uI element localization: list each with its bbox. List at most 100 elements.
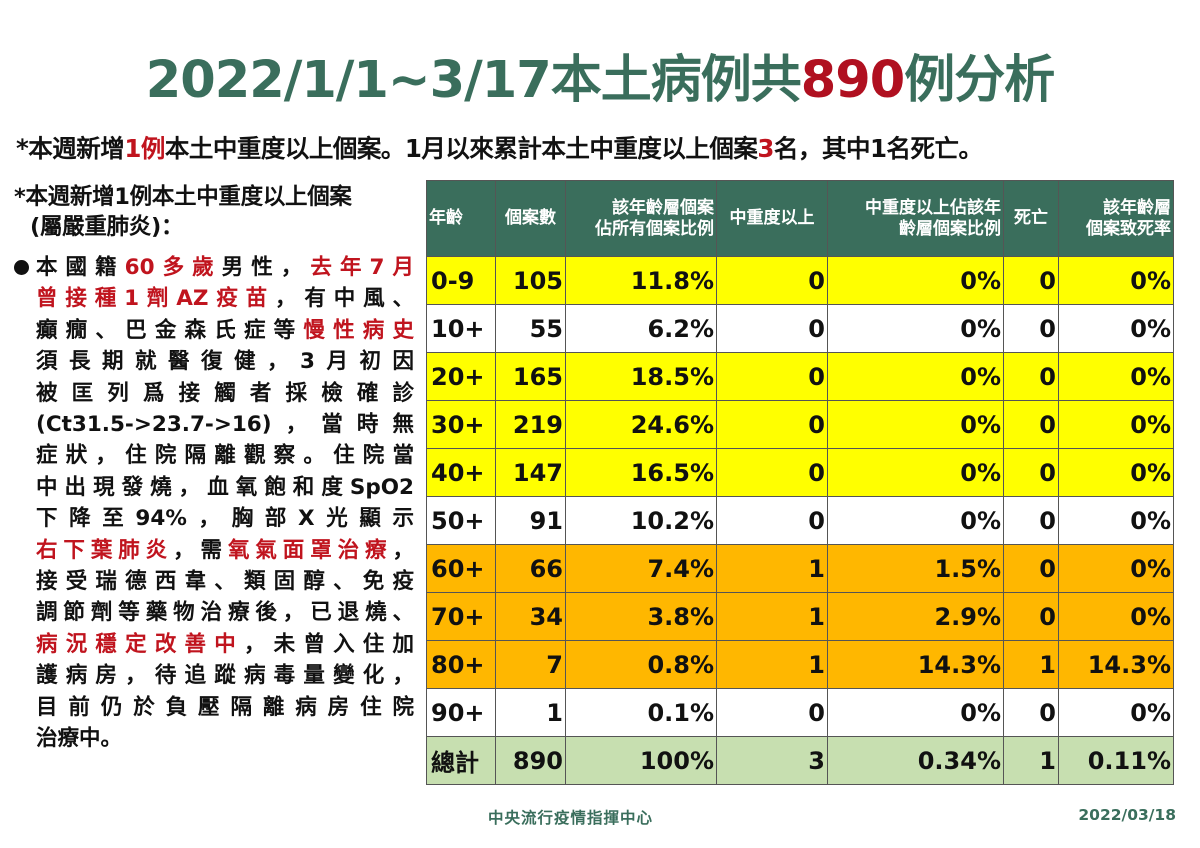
case-note-text-segment: 目前仍於負壓隔離病房住院: [36, 694, 414, 720]
column-header-line: 中重度以上: [729, 208, 815, 228]
cell-cases: 105: [495, 256, 566, 305]
case-note-bullet: 本國籍60多歲男性，去年7月 曾接種1劑AZ疫苗，有中風、 癲癇、巴金森氏症等慢性病…: [14, 252, 414, 755]
case-note-text-segment: 護病房，待追蹤病毒量變化，: [36, 663, 414, 689]
column-header: 個案數: [495, 180, 566, 257]
cell-share: 6.2%: [565, 304, 717, 353]
case-note-line: (Ct31.5->23.7->16)，當時無: [36, 409, 414, 440]
weekly-summary: *本週新增1例本土中重度以上個案。1月以來累計本土中重度以上個案3名，其中1名死…: [16, 130, 1188, 166]
cell-cases: 55: [495, 304, 566, 353]
cell-deaths: 1: [1003, 736, 1059, 785]
cell-cases: 66: [495, 544, 566, 593]
cell-severe-pct: 0%: [827, 256, 1004, 305]
case-note-text-segment: ，未曾入住加: [243, 631, 414, 657]
column-header-line: 該年齡層: [1103, 197, 1171, 218]
case-note-line: 調節劑等藥物治療後，已退燒、: [36, 597, 414, 628]
cell-severe: 3: [716, 736, 828, 785]
table-row: 20+ 165 18.5% 0 0% 0 0%: [426, 352, 1174, 401]
case-note-highlight: 右下葉肺炎: [36, 537, 174, 563]
cell-cfr: 14.3%: [1058, 640, 1174, 689]
cell-severe: 1: [716, 592, 828, 641]
case-note-text-segment: 被匡列爲接觸者採檢確診: [36, 380, 414, 406]
case-note-text-segment: 男性，: [221, 255, 311, 280]
case-note-text-segment: 癲癇、巴金森氏症等: [36, 317, 304, 343]
cell-severe-pct: 1.5%: [827, 544, 1004, 593]
column-header-line: 該年齡層個案: [612, 197, 714, 218]
cell-severe-pct: 14.3%: [827, 640, 1004, 689]
summary-part: *本週新增: [16, 134, 125, 163]
cell-cases: 165: [495, 352, 566, 401]
cell-severe: 0: [716, 400, 828, 449]
cell-share: 10.2%: [565, 496, 717, 545]
cell-severe: 0: [716, 448, 828, 497]
page-title: 2022/1/1~3/17本土病例共890例分析: [0, 38, 1200, 118]
cell-cfr: 0.11%: [1058, 736, 1174, 785]
cell-cfr: 0%: [1058, 304, 1174, 353]
cell-severe-pct: 0%: [827, 352, 1004, 401]
case-note-highlight: 氧氣面罩治療: [227, 537, 393, 563]
case-note-highlight: 60多歲: [124, 255, 222, 280]
column-header: 該年齡層個案 佔所有個案比例: [565, 180, 717, 257]
age-group-table: 年齡 個案數 該年齡層個案 佔所有個案比例 中重度以上 中重度以上佔該年 齡層個案比例 死亡該…: [426, 180, 1174, 785]
cell-deaths: 0: [1003, 592, 1059, 641]
column-header-line: 中重度以上佔該年: [865, 197, 1001, 218]
cell-deaths: 0: [1003, 448, 1059, 497]
summary-highlight: 3: [757, 134, 774, 163]
cell-cfr: 0%: [1058, 688, 1174, 737]
column-header-line: 年齡: [429, 208, 463, 228]
cell-age: 40+: [426, 448, 496, 497]
table-row: 90+ 1 0.1% 0 0% 0 0%: [426, 688, 1174, 737]
case-note-text-segment: 治療中。: [36, 726, 123, 752]
column-header-line: 佔所有個案比例: [595, 218, 714, 239]
cell-deaths: 0: [1003, 400, 1059, 449]
table-header-row: 年齡 個案數 該年齡層個案 佔所有個案比例 中重度以上 中重度以上佔該年 齡層個案比例 死亡該…: [426, 180, 1174, 257]
cell-severe: 1: [716, 640, 828, 689]
footer-organization: 中央流行疫情指揮中心: [488, 809, 654, 827]
table-total-row: 總計 890 100% 3 0.34% 1 0.11%: [426, 736, 1174, 785]
cell-severe: 1: [716, 544, 828, 593]
column-header-line: 個案致死率: [1086, 218, 1171, 239]
cell-severe-pct: 0%: [827, 688, 1004, 737]
case-note-text-segment: ，有中風、: [275, 286, 414, 312]
case-note-text-segment: 接受瑞德西韋、類固醇、免疫: [36, 569, 414, 595]
column-header-line: 個案數: [505, 208, 556, 228]
cell-severe-pct: 0.34%: [827, 736, 1004, 785]
cell-deaths: 0: [1003, 496, 1059, 545]
cell-share: 100%: [565, 736, 717, 785]
footer-date: 2022/03/18: [1078, 806, 1176, 824]
cell-share: 7.4%: [565, 544, 717, 593]
cell-age: 30+: [426, 400, 496, 449]
case-note-text-segment: 下降至94%，胸部X光顯示: [36, 506, 414, 532]
cell-cfr: 0%: [1058, 592, 1174, 641]
case-note-highlight: 病況穩定改善中: [36, 631, 244, 657]
cell-cases: 1: [495, 688, 566, 737]
cell-age: 總計: [426, 736, 496, 785]
case-note-heading-line: *本週新增1例本土中重度以上個案: [14, 184, 352, 210]
summary-highlight: 1例: [124, 134, 165, 163]
case-note-text-segment: 須長期就醫復健，3月初因: [36, 349, 414, 375]
case-note-text-segment: 本國籍: [36, 255, 125, 280]
cell-cases: 890: [495, 736, 566, 785]
case-note-line: 病況穩定改善中，未曾入住加: [36, 629, 414, 660]
case-note-heading: *本週新增1例本土中重度以上個案 (屬嚴重肺炎)：: [14, 182, 414, 242]
case-note-text-segment: (Ct31.5->23.7->16)，當時無: [36, 412, 414, 438]
cell-deaths: 1: [1003, 640, 1059, 689]
cell-cfr: 0%: [1058, 496, 1174, 545]
cell-cases: 147: [495, 448, 566, 497]
cell-severe-pct: 0%: [827, 304, 1004, 353]
case-note-highlight: 慢性病史: [303, 317, 414, 343]
cell-severe-pct: 0%: [827, 496, 1004, 545]
cell-cases: 34: [495, 592, 566, 641]
cell-age: 80+: [426, 640, 496, 689]
cell-age: 60+: [426, 544, 496, 593]
case-note-line: 接受瑞德西韋、類固醇、免疫: [36, 566, 414, 597]
cell-cases: 219: [495, 400, 566, 449]
cell-deaths: 0: [1003, 304, 1059, 353]
table-row: 0-9 105 11.8% 0 0% 0 0%: [426, 256, 1174, 305]
cell-cfr: 0%: [1058, 400, 1174, 449]
case-note-line: 目前仍於負壓隔離病房住院: [36, 692, 414, 723]
column-header-line: 死亡: [1014, 208, 1048, 228]
cell-severe: 0: [716, 304, 828, 353]
cell-deaths: 0: [1003, 544, 1059, 593]
cell-severe: 0: [716, 496, 828, 545]
cell-severe-pct: 0%: [827, 448, 1004, 497]
